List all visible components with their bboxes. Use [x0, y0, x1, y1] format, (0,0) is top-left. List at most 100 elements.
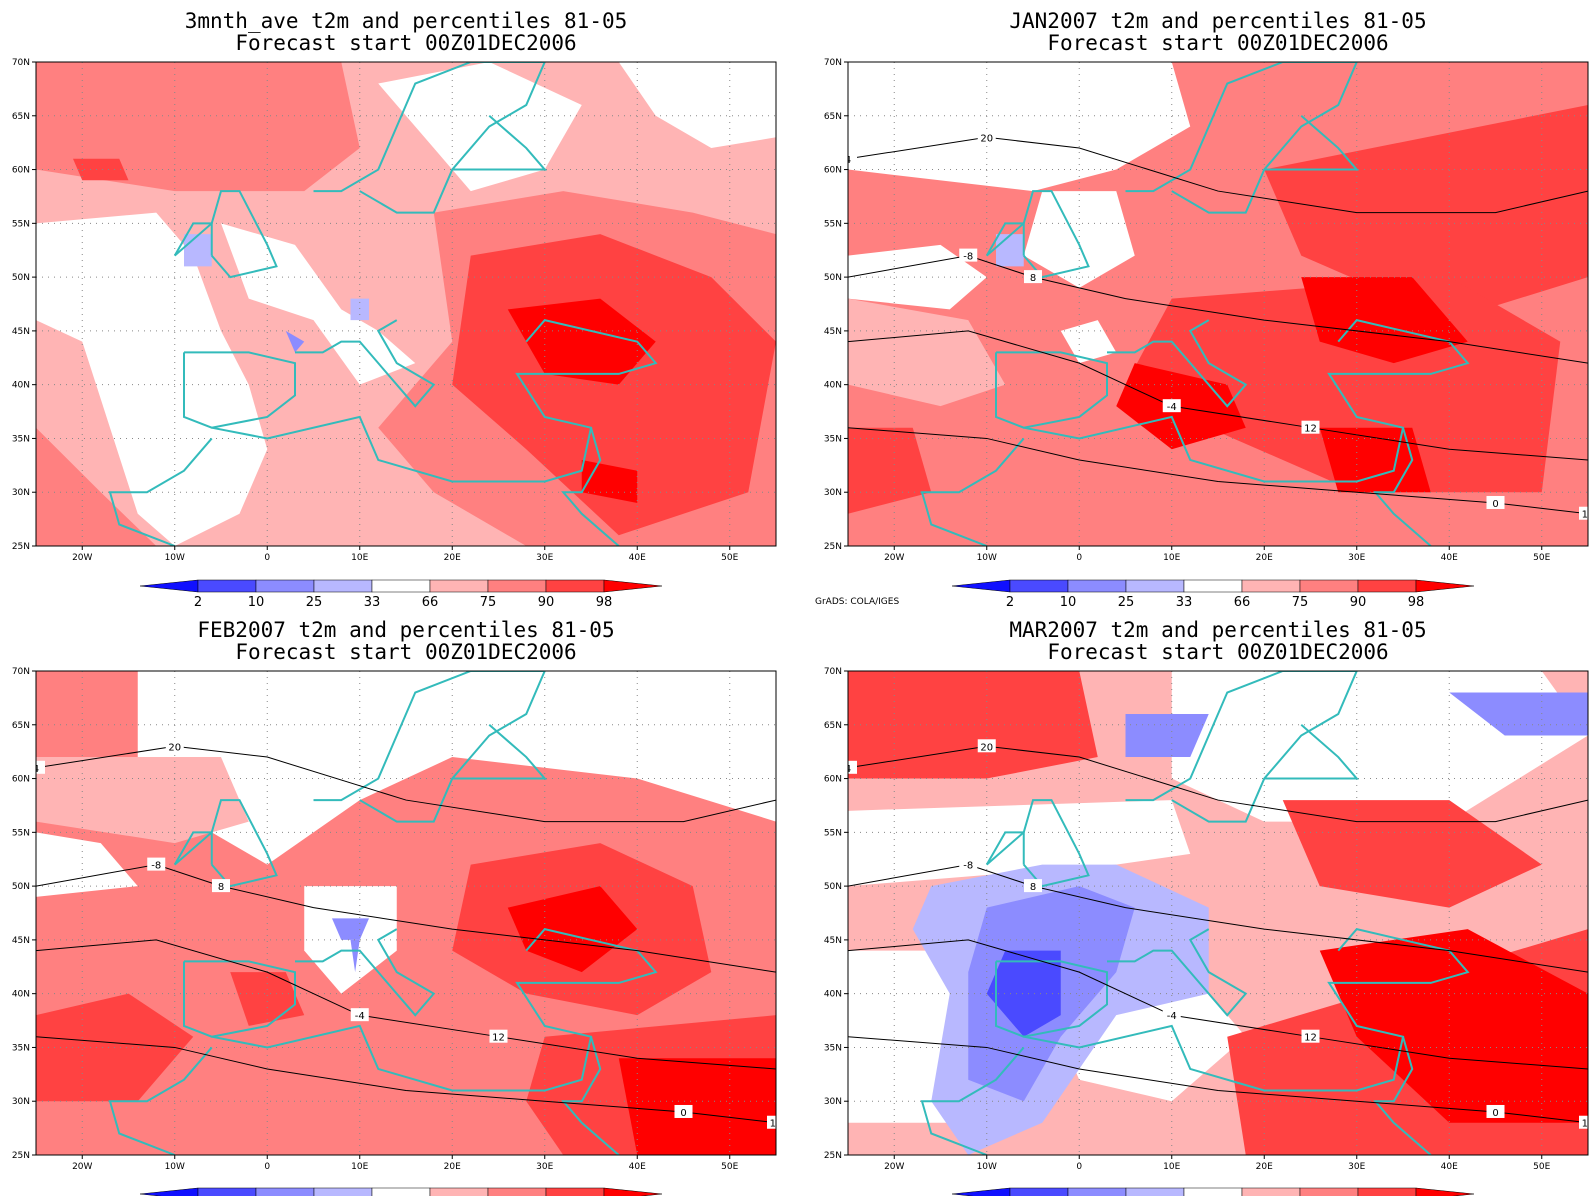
lon-tick-label: 0 [1076, 1162, 1082, 1172]
colorbar-segment [1357, 1187, 1417, 1196]
percentile-region [581, 459, 638, 503]
lon-tick-label: 50E [1533, 553, 1550, 563]
lon-tick-label: 50E [721, 1162, 738, 1172]
contour-label: 4 [845, 760, 857, 775]
lon-tick-label: 10E [351, 553, 368, 563]
lat-tick-label: 50N [824, 882, 842, 892]
colorbar-label: 33 [1176, 595, 1193, 610]
coastline [1125, 62, 1358, 214]
svg-text:0: 0 [1492, 499, 1498, 510]
percentile-region [36, 212, 268, 546]
colorbar-segment [313, 1187, 373, 1196]
coastline [985, 831, 1025, 866]
svg-text:4: 4 [845, 764, 851, 775]
panel-title-mar: MAR2007 t2m and percentiles 81-05 [1009, 618, 1426, 642]
svg-text:-8: -8 [963, 252, 973, 263]
colorbar-label: 66 [422, 595, 439, 610]
lon-tick-label: 10W [977, 553, 997, 563]
colorbar-segment [1125, 579, 1185, 593]
contour-label: -8 [147, 857, 166, 872]
map-frame [847, 670, 1589, 1156]
coastline [211, 319, 658, 483]
coastline [986, 190, 1090, 279]
credit-jan: GrADS: COLA/IGES [815, 597, 899, 607]
percentile-region [1301, 277, 1468, 364]
svg-text:-4: -4 [1167, 1011, 1177, 1022]
panel-subtitle-mar: Forecast start 00Z01DEC2006 [1047, 640, 1388, 664]
contour-label: 0 [1486, 1104, 1505, 1119]
svg-text:8: 8 [218, 882, 224, 893]
colorbar-segment [371, 579, 431, 593]
colorbar-label: 33 [364, 595, 381, 610]
coastline [211, 928, 658, 1092]
coastline [108, 1046, 213, 1155]
percentile-region [1449, 692, 1588, 736]
colorbar-segment [1125, 1187, 1185, 1196]
colorbar-segment [197, 579, 257, 593]
lon-tick-label: 30E [536, 553, 553, 563]
lon-tick-label: 20E [444, 1162, 461, 1172]
lat-tick-label: 55N [12, 828, 30, 838]
lon-tick-label: 0 [1076, 553, 1082, 563]
lon-tick-label: 30E [536, 1162, 553, 1172]
percentile-region [996, 234, 1024, 267]
map-area: -8 -4 0 4 8 12 16 20 [848, 62, 1588, 546]
colorbar-jan: 2 10 25 33 66 75 90 98 [951, 579, 1475, 610]
coastline [985, 222, 1025, 257]
colorbar-arrow-high [1415, 579, 1475, 593]
percentile-region [36, 757, 249, 844]
colorbar-label: 98 [1408, 595, 1425, 610]
lon-tick-label: 50E [1533, 1162, 1550, 1172]
colorbar-arrow-low [951, 579, 1011, 593]
coastline [452, 724, 547, 780]
coastline [920, 1046, 1025, 1155]
contour-label: -4 [1162, 1008, 1181, 1022]
lat-tick-label: 30N [824, 488, 842, 498]
svg-text:16: 16 [1582, 1119, 1595, 1130]
colorbar-segment [1067, 579, 1127, 593]
contour-label: 20 [977, 739, 996, 753]
colorbar-segment [545, 579, 605, 593]
colorbar-segment [1241, 1187, 1301, 1196]
colorbar-arrow-low [951, 1187, 1011, 1196]
colorbar-label: 10 [248, 595, 265, 610]
lat-tick-label: 70N [12, 58, 30, 68]
lat-tick-label: 50N [12, 273, 30, 283]
colorbar-segment [1183, 579, 1243, 593]
colorbar-3month: 2 10 25 33 66 75 90 98 [139, 579, 663, 610]
colorbar-segment [429, 579, 489, 593]
coastline [1373, 1036, 1432, 1155]
contour-label: 8 [1024, 270, 1042, 284]
coastline [1125, 671, 1358, 823]
map-area [36, 62, 776, 546]
contour-label: -8 [959, 857, 978, 872]
colorbar-segment [429, 1187, 489, 1196]
colorbar-segment [255, 579, 315, 593]
percentile-region [221, 223, 416, 385]
lat-tick-label: 45N [12, 327, 30, 337]
svg-text:20: 20 [980, 133, 993, 144]
svg-text:20: 20 [980, 742, 993, 753]
map-frame [35, 61, 777, 547]
lat-tick-label: 25N [12, 1151, 30, 1161]
colorbar-segment [545, 1187, 605, 1196]
lon-tick-label: 10E [1163, 553, 1180, 563]
colorbar-arrow-low [139, 1187, 199, 1196]
lat-tick-label: 40N [12, 381, 30, 391]
colorbar-segment [1299, 579, 1359, 593]
contour-label: 8 [1024, 879, 1042, 893]
contour-label: 16 [767, 1115, 776, 1130]
contour-label: 20 [165, 739, 184, 753]
coastline [1023, 319, 1470, 483]
percentile-region [1319, 929, 1588, 1123]
percentile-region [848, 427, 932, 514]
lon-tick-label: 20W [884, 553, 904, 563]
colorbar-segment [1299, 1187, 1359, 1196]
contour-label: 16 [1579, 1115, 1595, 1130]
colorbar-segment [487, 1187, 547, 1196]
lon-tick-label: 0 [264, 1162, 270, 1172]
colorbar-label: 25 [306, 595, 323, 610]
lon-tick-label: 20E [444, 553, 461, 563]
colorbar-label: 90 [538, 595, 555, 610]
